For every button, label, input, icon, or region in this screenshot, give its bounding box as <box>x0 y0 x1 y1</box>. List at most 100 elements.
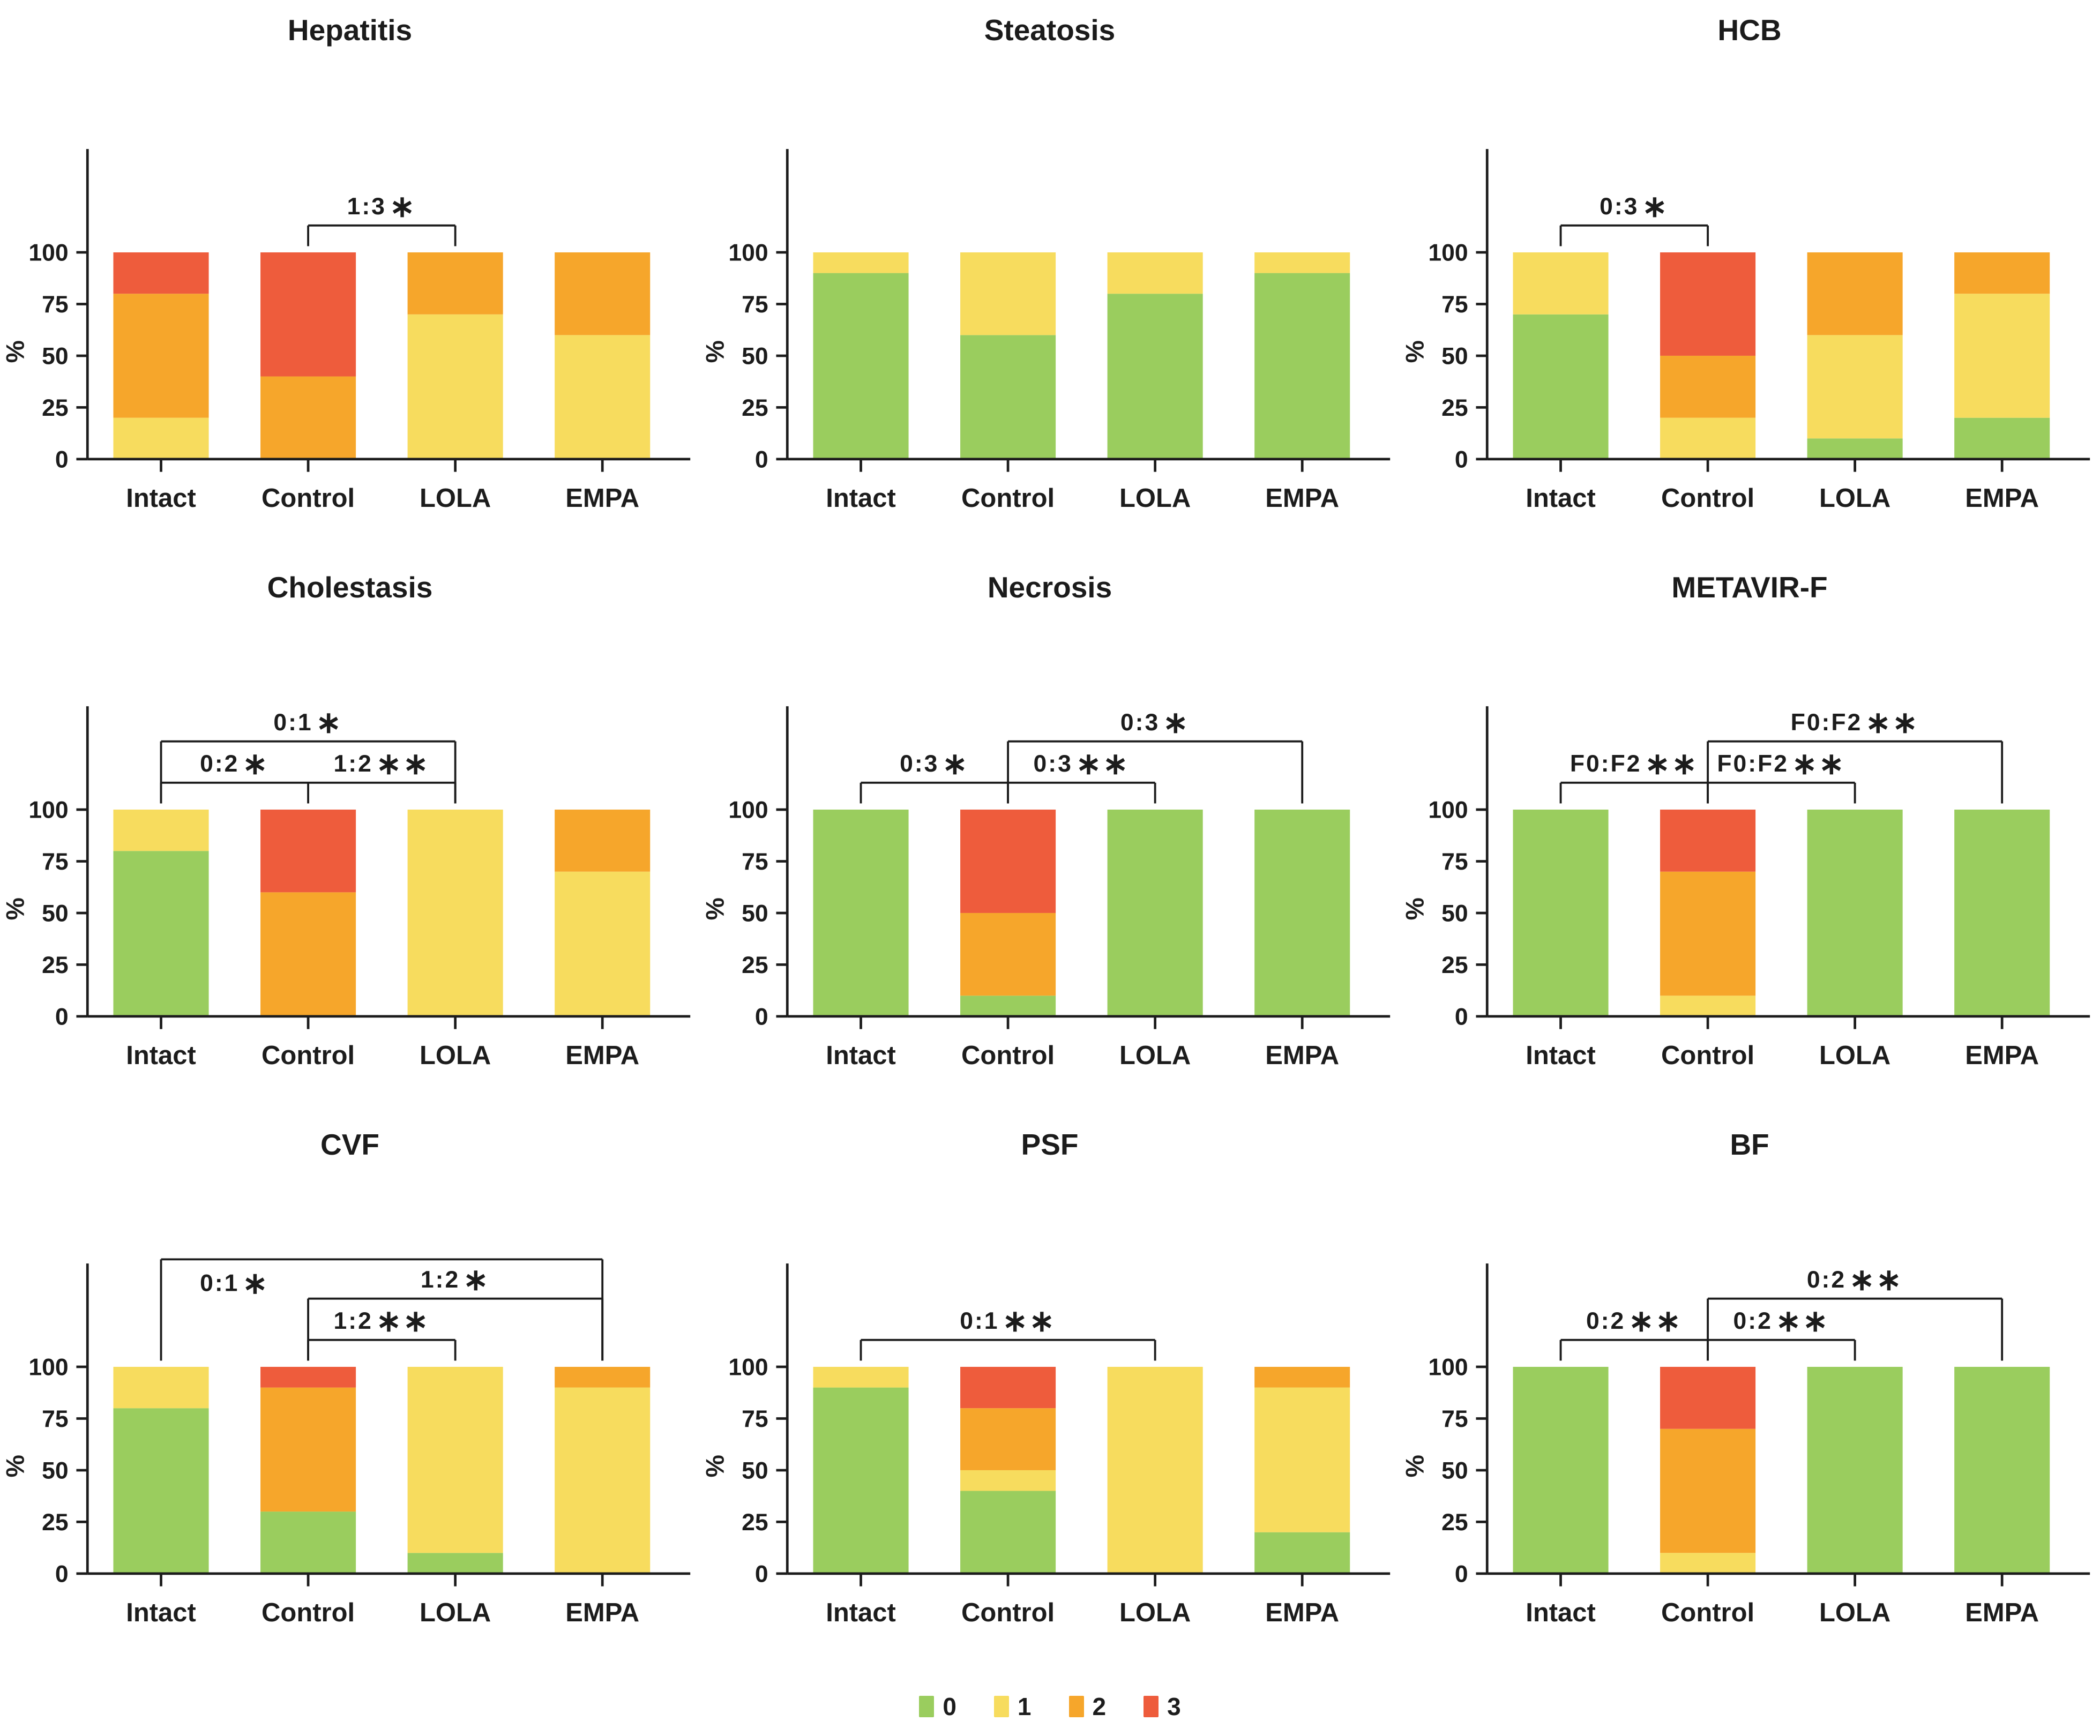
bar-segment-score-0 <box>1107 294 1203 459</box>
bar-segment-score-0 <box>1807 810 1903 1016</box>
significance-label: F0:F2 ∗∗ <box>1791 705 1919 739</box>
bar-segment-score-1 <box>1254 1387 1350 1532</box>
x-category-label: LOLA <box>1119 1598 1191 1627</box>
y-tick-label: 75 <box>742 849 768 875</box>
bar-segment-score-0 <box>1107 810 1203 1016</box>
y-tick-label: 0 <box>55 446 69 473</box>
y-tick-label: 50 <box>742 901 768 927</box>
x-category-label: Intact <box>126 484 196 513</box>
significance-label: 1:3 ∗ <box>347 190 416 223</box>
x-category-label: Control <box>261 1041 355 1070</box>
bar-segment-score-1 <box>1660 417 1756 459</box>
bar-segment-score-3 <box>260 1367 356 1388</box>
x-category-label: LOLA <box>1819 484 1890 513</box>
bar-segment-score-0 <box>960 1491 1056 1574</box>
stacked-bar-chart: 0 25 50 75 100% Intact Control LOLA EMPA F0:F2 ∗∗ F… <box>1401 705 2090 1070</box>
legend-swatch-score-0 <box>919 1696 935 1717</box>
y-axis-label: % <box>701 1455 730 1477</box>
bar-segment-score-1 <box>555 871 651 1016</box>
legend-item-score-2: 2 <box>1068 1692 1106 1721</box>
bar-segment-score-1 <box>1513 252 1609 315</box>
y-tick-label: 100 <box>1428 240 1468 266</box>
y-tick-label: 75 <box>1441 1406 1468 1432</box>
y-tick-label: 75 <box>1441 849 1468 875</box>
significance-label: 1:2 ∗ <box>421 1262 490 1296</box>
bar-segment-score-2 <box>407 252 503 315</box>
bar-segment-score-1 <box>1254 252 1350 273</box>
significance-label: 0:2 ∗ <box>200 747 269 781</box>
chart-bf: BF 0 25 50 75 100% Intact Control LOLA EMPA 0:2 ∗∗… <box>1400 1120 2099 1677</box>
y-axis-label: % <box>701 897 730 920</box>
x-category-label: EMPA <box>565 484 639 513</box>
bar-segment-score-0 <box>1254 1532 1350 1574</box>
bar-segment-score-0 <box>960 996 1056 1016</box>
x-category-label: EMPA <box>1965 1041 2039 1070</box>
y-tick-label: 25 <box>1441 1509 1468 1536</box>
y-tick-label: 50 <box>42 1458 69 1484</box>
x-category-label: Intact <box>826 484 896 513</box>
bar-segment-score-1 <box>1954 294 2050 418</box>
bar-segment-score-2 <box>555 252 651 335</box>
bar-segment-score-1 <box>960 252 1056 335</box>
chart-title: Necrosis <box>987 571 1112 604</box>
significance-label: 0:1 ∗ <box>200 1266 269 1300</box>
x-category-label: LOLA <box>1119 484 1191 513</box>
chart-hepatitis: Hepatitis 0 25 50 75 100% Intact Control LOLA EM… <box>0 5 700 563</box>
y-tick-label: 75 <box>42 849 69 875</box>
legend-item-score-1: 1 <box>993 1692 1032 1721</box>
y-axis-label: % <box>2 897 30 920</box>
bar-segment-score-2 <box>260 1387 356 1512</box>
chart-psf: PSF 0 25 50 75 100% Intact Control LOLA EMPA 0:1 ∗… <box>700 1120 1400 1677</box>
bar-segment-score-0 <box>1954 417 2050 459</box>
y-axis-label: % <box>701 340 730 363</box>
x-category-label: Intact <box>126 1041 196 1070</box>
x-category-label: Control <box>261 484 355 513</box>
y-tick-label: 50 <box>1441 1458 1468 1484</box>
significance-bracket <box>860 1338 1156 1361</box>
significance-label: 0:3 ∗ <box>900 747 969 781</box>
bar-segment-score-0 <box>1807 1367 1903 1574</box>
x-category-label: EMPA <box>565 1041 639 1070</box>
x-category-label: Intact <box>126 1598 196 1627</box>
significance-bracket <box>307 224 457 246</box>
significance-bracket <box>307 1338 457 1361</box>
bar-segment-score-0 <box>1954 810 2050 1016</box>
bar-segment-score-2 <box>1807 252 1903 335</box>
x-category-label: Control <box>961 484 1055 513</box>
bar-segment-score-0 <box>1513 1367 1609 1574</box>
y-tick-label: 100 <box>28 797 68 824</box>
y-tick-label: 75 <box>742 291 768 318</box>
y-tick-label: 0 <box>1455 1004 1468 1030</box>
legend-item-score-3: 3 <box>1144 1692 1181 1721</box>
stacked-bar-chart: 0 25 50 75 100% Intact Control LOLA EMPA 1:3 ∗ <box>2 149 691 513</box>
bar-segment-score-3 <box>260 252 356 377</box>
chart-title: CVF <box>320 1128 379 1161</box>
x-category-label: EMPA <box>1965 484 2039 513</box>
significance-label: 0:2 ∗∗ <box>1586 1304 1683 1338</box>
significance-label: 1:2 ∗∗ <box>334 1304 430 1338</box>
x-category-label: LOLA <box>1119 1041 1191 1070</box>
chart-title: Cholestasis <box>267 571 433 604</box>
x-category-label: EMPA <box>1265 1598 1339 1627</box>
legend-swatch-score-2 <box>1068 1696 1084 1717</box>
y-axis-label: % <box>1401 897 1430 920</box>
x-category-label: Control <box>1661 1598 1754 1627</box>
legend-label: 3 <box>1167 1693 1181 1720</box>
chart-necrosis: Necrosis 0 25 50 75 100% Intact Control LOLA EMP… <box>700 563 1400 1120</box>
x-category-label: EMPA <box>565 1598 639 1627</box>
bar-segment-score-1 <box>555 335 651 459</box>
bar-segment-score-0 <box>1513 314 1609 459</box>
bar-segment-score-1 <box>407 810 503 1016</box>
bar-segment-score-0 <box>960 335 1056 459</box>
chart-title: METAVIR-F <box>1671 571 1828 604</box>
bar-segment-score-2 <box>1660 871 1756 996</box>
bar-segment-score-1 <box>960 1470 1056 1491</box>
bar-segment-score-0 <box>113 851 209 1016</box>
bar-segment-score-2 <box>960 1408 1056 1470</box>
chart-cholestasis: Cholestasis 0 25 50 75 100% Intact Control LOLA… <box>0 563 700 1120</box>
significance-label: 0:1 ∗∗ <box>960 1304 1056 1338</box>
legend-item-score-0: 0 <box>919 1692 956 1721</box>
x-category-label: Intact <box>826 1041 896 1070</box>
significance-label: 0:2 ∗∗ <box>1807 1262 1903 1296</box>
y-tick-label: 100 <box>1428 797 1468 824</box>
